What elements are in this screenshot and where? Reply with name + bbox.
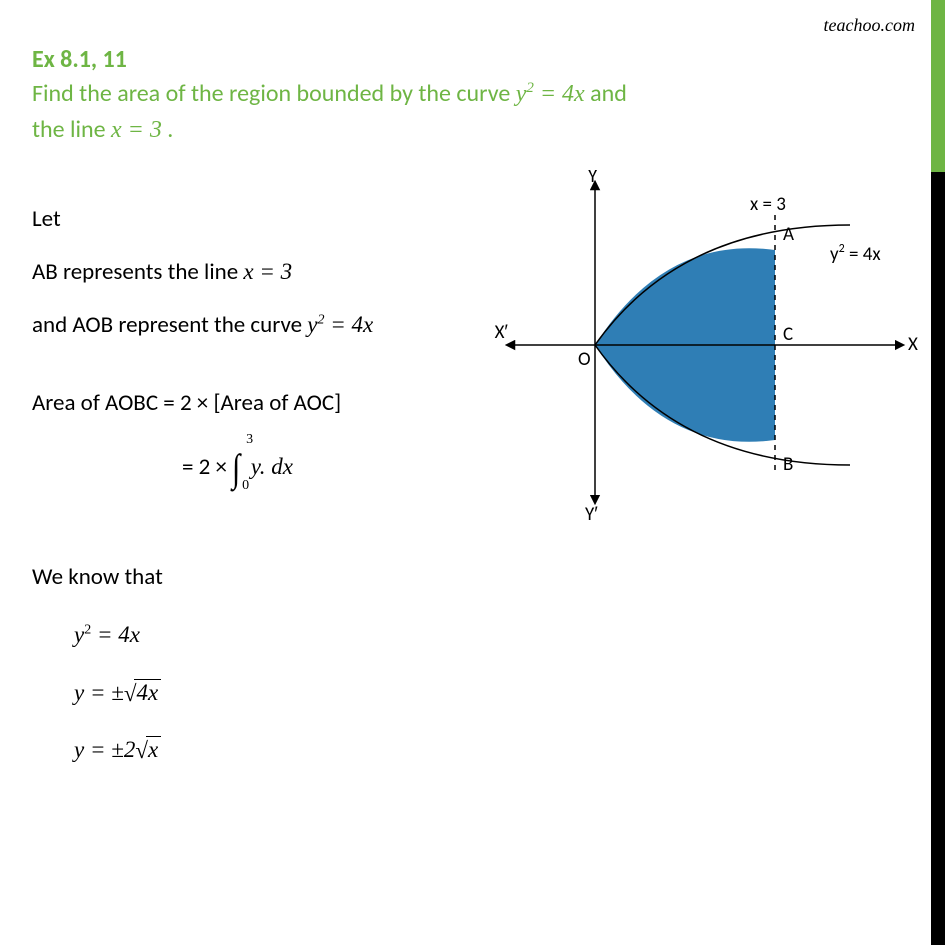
solution-body: Let AB represents the line x = 3 and AOB…: [32, 193, 492, 499]
let-line: Let: [32, 193, 492, 246]
label-X: X: [908, 333, 918, 356]
question-mid: and: [585, 79, 627, 108]
integral-icon: ∫03: [232, 430, 240, 499]
eq-b: y = ±4x: [74, 664, 912, 722]
label-O: O: [578, 348, 591, 371]
aob-line: and AOB represent the curve y2 = 4x: [32, 299, 492, 352]
label-Y: Y: [588, 170, 598, 188]
area-line-2: = 2 × ∫03 y. dx: [32, 430, 492, 499]
eq-rhs: = 4x: [534, 81, 585, 107]
eq-x3: x = 3: [111, 117, 162, 143]
sidebar-accent-bottom: [931, 172, 945, 945]
sqrt-icon: x: [135, 721, 161, 779]
ab-line: AB represents the line x = 3: [32, 246, 492, 299]
sqrt-icon: 4x: [124, 664, 161, 722]
parabola-diagram: Y Y′ X X′ O A B C x = 3 y2 = 4x: [480, 170, 930, 550]
eq-sup: 2: [526, 80, 534, 96]
question-text: Find the area of the region bounded by t…: [32, 76, 912, 148]
label-x3: x = 3: [750, 193, 786, 216]
question-part1: Find the area of the region bounded by t…: [32, 79, 516, 108]
question-line2-pre: the line: [32, 115, 111, 144]
eq-a: y2 = 4x: [74, 606, 912, 664]
label-A: A: [783, 223, 794, 246]
label-Yp: Y′: [585, 503, 598, 526]
area-line-1: Area of AOBC = 2 × [Area of AOC]: [32, 377, 492, 430]
question-end: .: [162, 115, 173, 144]
sidebar-accent-top: [931, 0, 945, 172]
eq-c: y = ±2x: [74, 721, 912, 779]
derivation-block: We know that y2 = 4x y = ±4x y = ±2x: [32, 549, 912, 779]
eq-y: y: [516, 81, 527, 107]
we-know: We know that: [32, 549, 912, 607]
label-C: C: [783, 323, 793, 346]
label-y2-4x: y2 = 4x: [830, 242, 881, 266]
label-Xp: X′: [495, 321, 509, 344]
exercise-number: Ex 8.1, 11: [32, 45, 912, 74]
label-B: B: [783, 453, 793, 476]
watermark: teachoo.com: [824, 15, 915, 36]
